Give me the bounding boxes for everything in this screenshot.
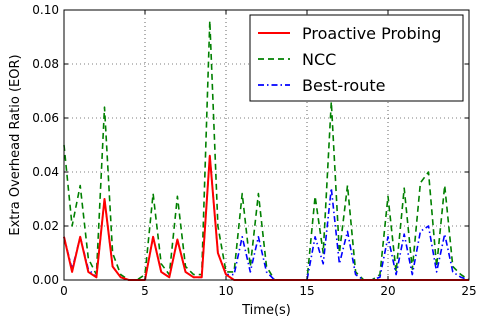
x-tick-label: 5 [141, 284, 149, 298]
y-tick-label: 0.00 [32, 273, 59, 287]
y-tick-label: 0.06 [32, 111, 59, 125]
x-axis-label: Time(s) [241, 303, 291, 318]
legend-label-best-route: Best-route [302, 76, 385, 95]
axis-ticks: 0 5 10 15 20 25 0.00 0.02 0.04 0.06 0.08 0.10 [32, 3, 476, 298]
y-tick-label: 0.10 [32, 3, 59, 17]
x-tick-label: 25 [461, 284, 476, 298]
x-tick-label: 20 [380, 284, 395, 298]
x-tick-label: 10 [218, 284, 233, 298]
x-tick-label: 0 [60, 284, 68, 298]
plot-frame [63, 9, 470, 281]
y-tick-label: 0.02 [32, 219, 59, 233]
legend: Proactive Probing NCC Best-route [249, 14, 464, 102]
y-axis-label: Extra Overhead Ratio (EOR) [8, 54, 23, 235]
legend-label-proactive-probing: Proactive Probing [302, 24, 441, 43]
series-line-best-route [63, 155, 470, 281]
legend-box [249, 14, 464, 102]
legend-label-ncc: NCC [302, 50, 336, 69]
y-tick-label: 0.04 [32, 165, 59, 179]
x-tick-label: 15 [299, 284, 314, 298]
y-tick-label: 0.08 [32, 57, 59, 71]
